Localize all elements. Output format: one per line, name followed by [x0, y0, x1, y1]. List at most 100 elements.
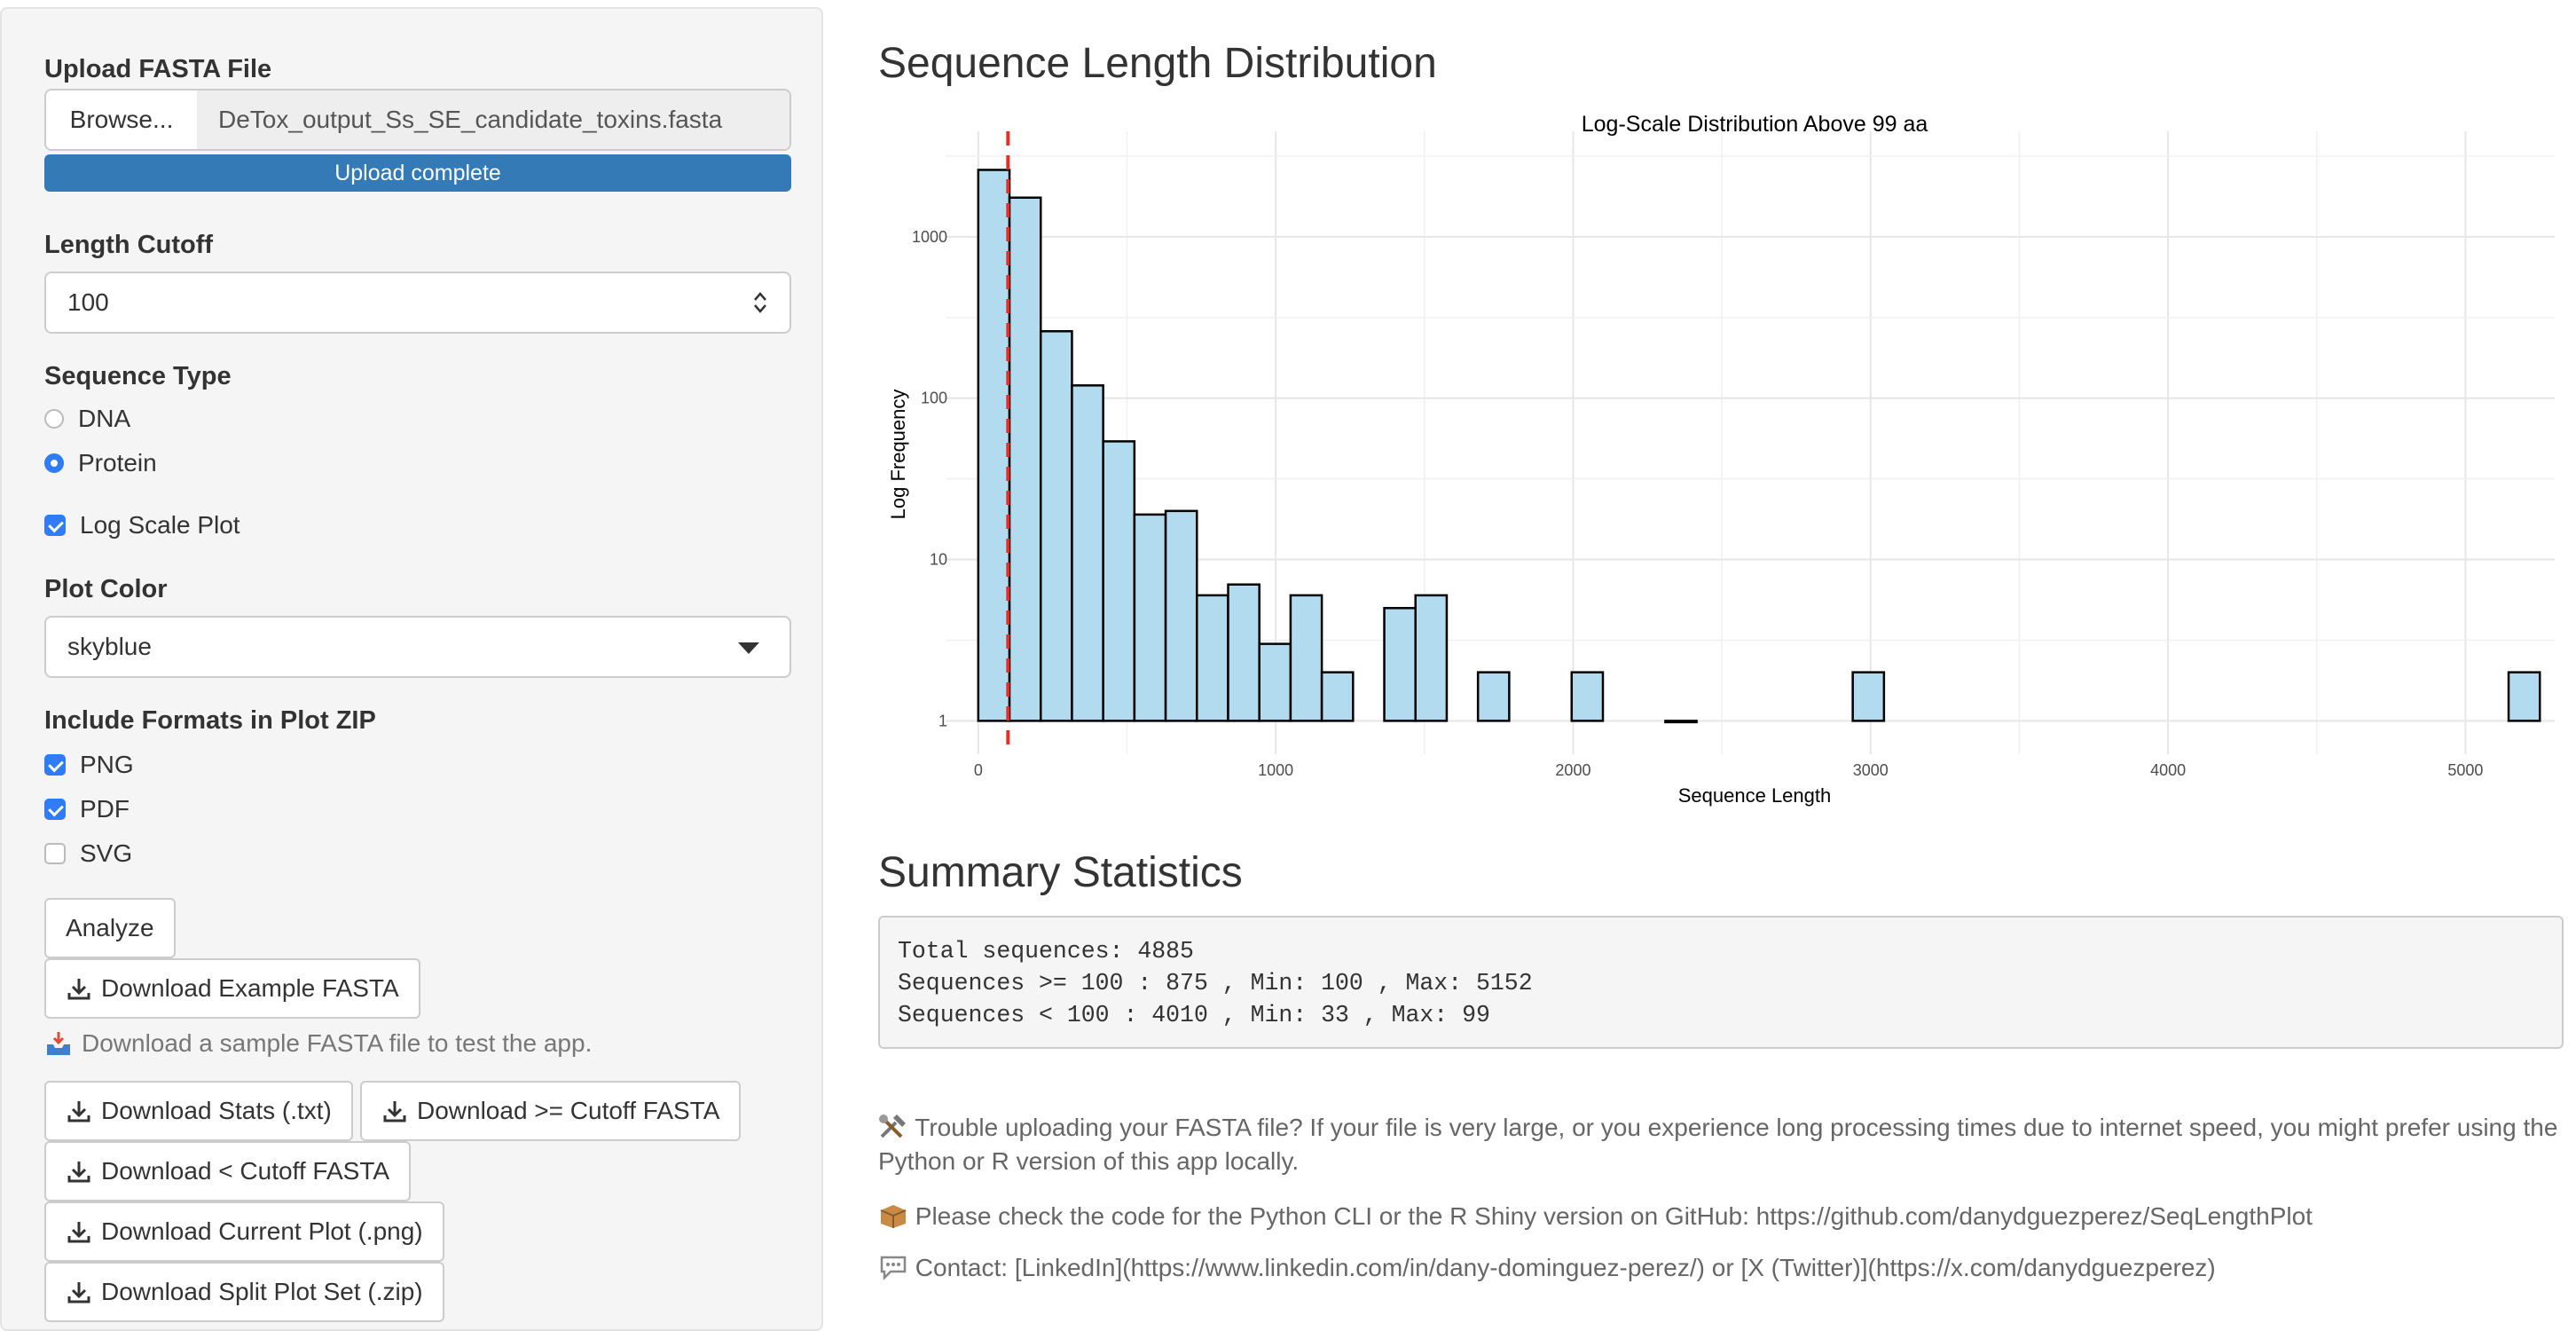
download-lt-cutoff-button[interactable]: Download < Cutoff FASTA: [44, 1141, 412, 1201]
histogram-bar: [1289, 594, 1323, 722]
histogram-bar: [1320, 671, 1355, 722]
format-pdf-checkbox[interactable]: PDF: [44, 795, 130, 823]
histogram-bar: [1133, 513, 1167, 722]
histogram-bar: [1258, 642, 1292, 722]
sidebar-panel: Upload FASTA File Browse... DeTox_output…: [0, 7, 823, 1331]
package-icon: [880, 1205, 907, 1228]
upload-progress-bar: Upload complete: [44, 154, 791, 192]
download-example-button[interactable]: Download Example FASTA: [44, 958, 420, 1019]
summary-heading: Summary Statistics: [878, 849, 1243, 896]
radio-dna[interactable]: DNA: [44, 405, 130, 433]
radio-dna-label: DNA: [78, 405, 131, 432]
spinner-arrows-icon[interactable]: [752, 289, 768, 316]
download-plot-label: Download Current Plot (.png): [101, 1217, 423, 1245]
histogram-bar: [1570, 671, 1605, 722]
file-name-display: DeTox_output_Ss_SE_candidate_toxins.fast…: [197, 91, 789, 149]
log-scale-checkbox[interactable]: Log Scale Plot: [44, 511, 240, 539]
x-tick-label: 5000: [2447, 761, 2483, 779]
download-icon: [67, 1101, 90, 1122]
info-code: Please check the code for the Python CLI…: [878, 1200, 2564, 1233]
histogram-bar: [1476, 671, 1511, 722]
radio-protein[interactable]: Protein: [44, 449, 157, 477]
example-note-text: Download a sample FASTA file to test the…: [82, 1029, 593, 1057]
tools-icon: [879, 1114, 906, 1138]
cutoff-input[interactable]: 100: [44, 272, 791, 334]
speech-bubble-icon: [880, 1256, 907, 1281]
download-zip-button[interactable]: Download Split Plot Set (.zip): [44, 1262, 444, 1322]
chart-x-axis-label: Sequence Length: [1678, 784, 1832, 807]
download-icon: [67, 1162, 90, 1183]
radio-protein-circle[interactable]: [44, 453, 64, 473]
plot-color-select[interactable]: skyblue: [44, 616, 791, 678]
analyze-button-label: Analyze: [66, 914, 154, 941]
info-trouble: Trouble uploading your FASTA file? If yo…: [878, 1111, 2564, 1178]
x-tick-label: 2000: [1555, 761, 1590, 779]
y-tick-label: 1: [939, 712, 947, 729]
histogram-chart: 0 1000 2000 3000 4000 5000 1 10 100 1000 Log-Scal…: [887, 112, 2555, 807]
stats-line-lt: Sequences < 100 : 4010 , Min: 33 , Max: …: [898, 1002, 1490, 1028]
cutoff-label: Length Cutoff: [44, 231, 214, 259]
stats-line-ge: Sequences >= 100 : 875 , Min: 100 , Max:…: [898, 970, 1533, 996]
info-contact-text: Contact: [LinkedIn](https://www.linkedin…: [915, 1254, 2216, 1281]
formats-label: Include Formats in Plot ZIP: [44, 706, 376, 735]
download-example-label: Download Example FASTA: [101, 974, 399, 1002]
plot-color-label: Plot Color: [44, 575, 168, 603]
format-svg-checkbox[interactable]: SVG: [44, 839, 132, 868]
download-ge-cutoff-button[interactable]: Download >= Cutoff FASTA: [360, 1081, 742, 1141]
y-tick-label: 1000: [912, 228, 947, 246]
download-icon: [67, 1282, 90, 1303]
histogram-bar: [1851, 671, 1886, 722]
download-zip-label: Download Split Plot Set (.zip): [101, 1278, 423, 1305]
analyze-button[interactable]: Analyze: [44, 898, 176, 958]
info-contact: Contact: [LinkedIn](https://www.linkedin…: [878, 1251, 2564, 1285]
chart-y-axis-label: Log Frequency: [887, 390, 909, 520]
summary-stats-box: Total sequences: 4885 Sequences >= 100 :…: [878, 916, 2564, 1049]
plot-color-value: skyblue: [67, 633, 152, 660]
format-png-label: PNG: [80, 751, 134, 778]
format-png-checkbox[interactable]: PNG: [44, 751, 134, 779]
x-tick-label: 1000: [1258, 761, 1293, 779]
histogram-bar: [2507, 671, 2541, 722]
format-pdf-label: PDF: [80, 795, 130, 823]
caret-down-icon: [738, 642, 759, 654]
histogram-bar: [977, 169, 1011, 722]
download-icon: [67, 979, 90, 1000]
chart-ticks: 0 1000 2000 3000 4000 5000 1 10 100 1000: [912, 228, 2483, 779]
histogram-bar: [1071, 384, 1104, 722]
format-svg-label: SVG: [80, 839, 133, 867]
sequence-type-label: Sequence Type: [44, 362, 232, 390]
x-tick-label: 4000: [2150, 761, 2186, 779]
format-png-check[interactable]: [44, 754, 66, 776]
histogram-bar: [1227, 583, 1261, 722]
download-lt-cutoff-label: Download < Cutoff FASTA: [101, 1157, 390, 1185]
log-scale-label: Log Scale Plot: [80, 511, 240, 539]
format-pdf-check[interactable]: [44, 799, 66, 820]
download-plot-button[interactable]: Download Current Plot (.png): [44, 1201, 444, 1262]
download-ge-cutoff-label: Download >= Cutoff FASTA: [417, 1097, 720, 1124]
histogram-bar: [1414, 594, 1449, 722]
radio-dna-circle[interactable]: [44, 409, 64, 429]
radio-protein-label: Protein: [78, 449, 157, 476]
histogram-bar: [1383, 607, 1417, 722]
histogram-bar: [1039, 330, 1073, 722]
upload-label: Upload FASTA File: [44, 55, 272, 83]
inbox-tray-icon: [47, 1032, 70, 1055]
chart-title: Log-Scale Distribution Above 99 aa: [1582, 112, 1928, 137]
y-tick-label: 10: [930, 551, 947, 569]
download-stats-button[interactable]: Download Stats (.txt): [44, 1081, 353, 1141]
stats-line-total: Total sequences: 4885: [898, 938, 1194, 965]
histogram-bar: [1164, 509, 1198, 722]
histogram-bar: [1664, 720, 1698, 724]
distribution-heading: Sequence Length Distribution: [878, 40, 1437, 87]
file-input[interactable]: Browse... DeTox_output_Ss_SE_candidate_t…: [44, 89, 791, 151]
example-note: Download a sample FASTA file to test the…: [44, 1029, 592, 1058]
download-stats-label: Download Stats (.txt): [101, 1097, 332, 1124]
log-scale-check[interactable]: [44, 515, 66, 536]
browse-button[interactable]: Browse...: [46, 91, 199, 149]
histogram-bar: [1196, 594, 1229, 722]
chart-bars: [977, 169, 2541, 724]
histogram-bar: [1008, 196, 1042, 722]
histogram-bar: [1102, 440, 1136, 722]
download-icon: [67, 1222, 90, 1243]
format-svg-check[interactable]: [44, 843, 66, 864]
